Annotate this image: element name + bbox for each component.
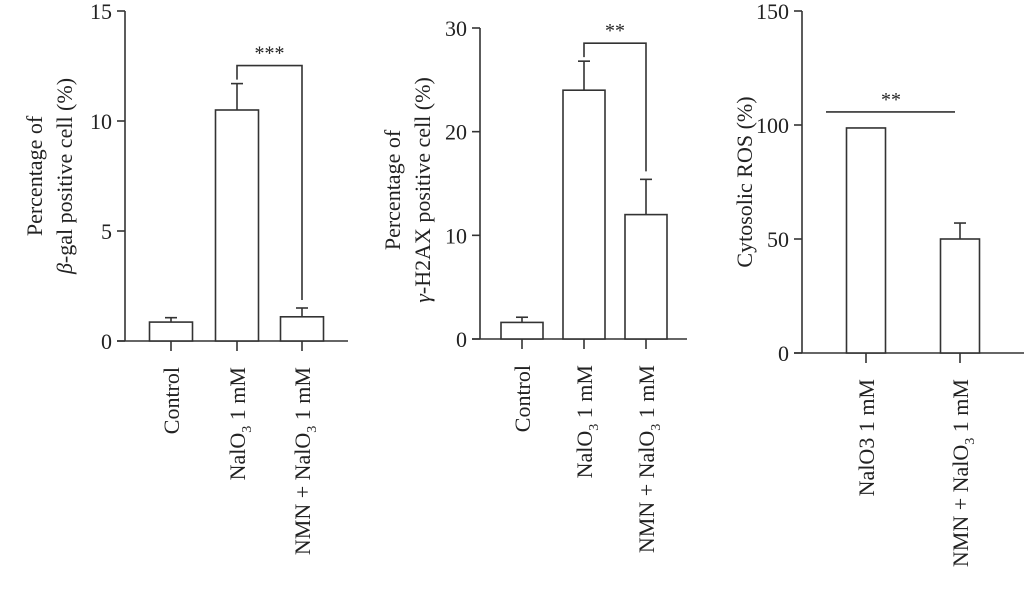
y-axis-label-greek: γ: [410, 293, 435, 303]
x-category-label-tail: 1 mM: [634, 365, 659, 424]
y-axis-label-line1: Percentage of: [22, 115, 47, 236]
x-category-label: NMN + NalO3 1 mM: [634, 365, 664, 553]
y-tick-label: 0: [101, 329, 112, 354]
x-category-label-subscript: 3: [963, 438, 978, 445]
x-category-label-main: Control: [159, 367, 184, 434]
x-category-label-main: NalO: [572, 431, 597, 479]
significance-label: ***: [255, 43, 285, 65]
y-tick-label: 30: [445, 16, 467, 41]
x-category-label-subscript: 3: [587, 424, 602, 431]
y-axis-label-line2: β-gal positive cell (%): [52, 78, 77, 275]
x-category-label: NalO3 1 mM: [572, 365, 602, 478]
x-category-label-tail: 1 mM: [290, 367, 315, 426]
chart-cytosolic-ros: 0 50 100 150 Cytosolic ROS (%) NalO3 1 mM NMN …: [732, 0, 1024, 567]
y-axis-label-text: -H2AX positive cell (%): [410, 77, 435, 294]
x-category-label-tail: 1 mM: [225, 367, 250, 426]
y-tick-label: 100: [756, 113, 789, 138]
y-tick-label: 10: [90, 109, 112, 134]
x-category-label: NalO3 1 mM: [225, 367, 255, 480]
y-tick-label: 10: [445, 223, 467, 248]
significance-bracket: [236, 64, 303, 300]
x-category-label-main: NMN + NalO: [948, 445, 973, 567]
y-tick-label: 0: [778, 341, 789, 366]
y-tick-label: 20: [445, 120, 467, 145]
bar: [279, 315, 325, 342]
y-axis-label-line1: Percentage of: [380, 129, 405, 250]
bar: [845, 127, 887, 354]
bar: [214, 109, 260, 342]
significance-label: **: [881, 89, 901, 111]
x-category-label-subscript: 3: [649, 424, 664, 431]
x-category-label-main: NalO: [225, 433, 250, 481]
y-tick-label: 5: [101, 219, 112, 244]
bar: [939, 238, 981, 354]
x-category-label-main: NMN + NalO: [634, 431, 659, 553]
significance-bracket: [583, 42, 647, 172]
x-category-label-main: NalO3 1 mM: [854, 379, 879, 496]
y-axis-label-text: -gal positive cell (%): [52, 78, 77, 263]
bar: [624, 213, 668, 340]
x-category-label: Control: [159, 367, 184, 434]
y-tick-label: 0: [456, 327, 467, 352]
x-category-label-subscript: 3: [240, 426, 255, 433]
y-tick-label: 15: [90, 0, 112, 24]
y-tick-label: 50: [767, 227, 789, 252]
x-category-label-tail: 1 mM: [572, 365, 597, 424]
x-category-label-tail: 1 mM: [948, 379, 973, 438]
y-axis-label-text: Cytosolic ROS (%): [732, 96, 757, 267]
x-category-label: NMN + NalO3 1 mM: [948, 379, 978, 567]
x-category-label: NalO3 1 mM: [854, 379, 879, 496]
x-category-label: Control: [510, 365, 535, 432]
x-category-label-main: NMN + NalO: [290, 433, 315, 555]
y-axis-label-greek: β: [52, 263, 77, 275]
x-category-label: NMN + NalO3 1 mM: [290, 367, 320, 555]
y-axis-label-line2: Cytosolic ROS (%): [732, 96, 757, 267]
significance-label: **: [605, 20, 625, 42]
y-tick-label: 150: [756, 0, 789, 24]
bar: [148, 321, 194, 342]
bar: [500, 321, 544, 340]
y-axis-label-line2: γ-H2AX positive cell (%): [410, 77, 435, 303]
bar: [562, 89, 606, 340]
x-category-label-main: Control: [510, 365, 535, 432]
x-category-label-subscript: 3: [305, 426, 320, 433]
